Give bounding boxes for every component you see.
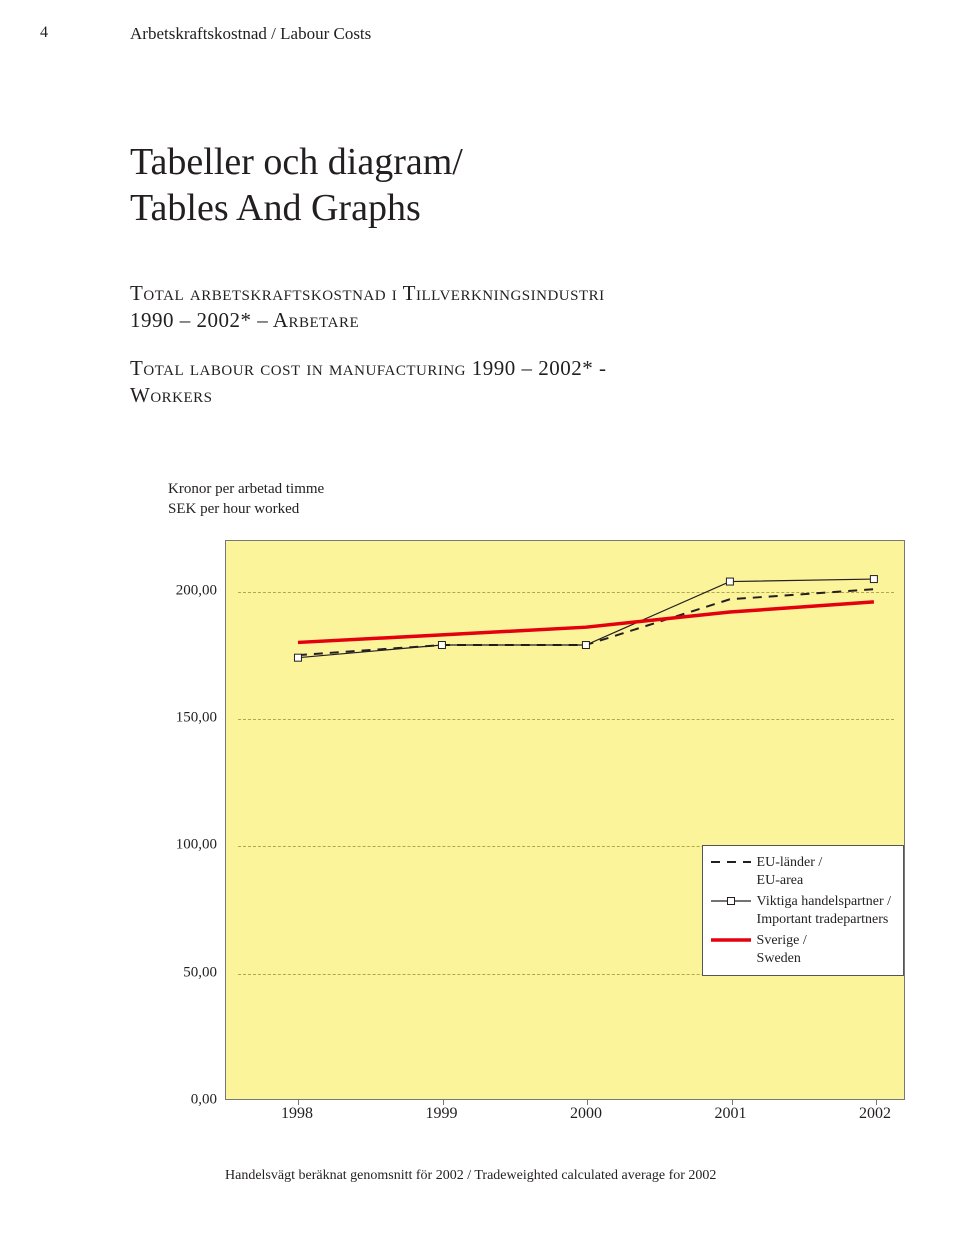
y-tick-label: 200,00 <box>165 582 217 599</box>
legend-row-sweden: Sverige / Sweden <box>711 932 891 967</box>
y-tick-label: 0,00 <box>165 1092 217 1109</box>
chart: EU-länder / EU-area Viktiga handelspartne… <box>165 540 905 1130</box>
marker-trade <box>438 642 445 649</box>
legend-label: Sverige / Sweden <box>757 932 807 967</box>
y-axis-label: Kronor per arbetad timme SEK per hour wo… <box>168 480 324 519</box>
legend-label: Viktiga handelspartner / Important trade… <box>757 893 891 928</box>
subtitle-sv-line1: Total arbetskraftskostnad i Tillverkning… <box>130 281 605 305</box>
marker-trade <box>582 642 589 649</box>
x-tick-label: 1998 <box>281 1105 313 1123</box>
legend-row-eu: EU-länder / EU-area <box>711 854 891 889</box>
x-tick-label: 2002 <box>859 1105 891 1123</box>
subtitle-sv: Total arbetskraftskostnad i Tillverkning… <box>130 280 605 335</box>
main-title-line2: Tables And Graphs <box>130 187 421 229</box>
x-axis-ticks: 1998 1999 2000 2001 2002 <box>225 1105 905 1125</box>
marker-trade <box>294 654 301 661</box>
series-layer <box>226 541 904 1099</box>
main-title-line1: Tabeller och diagram/ <box>130 141 463 183</box>
y-axis-label-line1: Kronor per arbetad timme <box>168 481 324 497</box>
x-tick-label: 1999 <box>426 1105 458 1123</box>
legend-swatch <box>711 854 751 870</box>
plot-area: EU-länder / EU-area Viktiga handelspartne… <box>225 540 905 1100</box>
x-tick-label: 2000 <box>570 1105 602 1123</box>
marker-trade <box>870 576 877 583</box>
subtitle-en-line2: Workers <box>130 383 213 407</box>
main-title: Tabeller och diagram/ Tables And Graphs <box>130 140 463 231</box>
y-tick-label: 100,00 <box>165 837 217 854</box>
series-sweden <box>298 602 874 643</box>
legend: EU-länder / EU-area Viktiga handelspartne… <box>702 845 904 976</box>
marker-trade <box>726 578 733 585</box>
y-axis-label-line2: SEK per hour worked <box>168 501 299 517</box>
page-number: 4 <box>40 24 48 42</box>
subtitle-en: Total labour cost in manufacturing 1990 … <box>130 355 607 410</box>
legend-row-trade: Viktiga handelspartner / Important trade… <box>711 893 891 928</box>
subtitle-en-line1: Total labour cost in manufacturing 1990 … <box>130 356 607 380</box>
legend-swatch <box>711 932 751 948</box>
y-tick-label: 150,00 <box>165 710 217 727</box>
chart-caption: Handelsvägt beräknat genomsnitt för 2002… <box>225 1168 716 1184</box>
x-tick-label: 2001 <box>715 1105 747 1123</box>
header-label: Arbetskraftskostnad / Labour Costs <box>130 24 371 44</box>
y-tick-label: 50,00 <box>165 964 217 981</box>
subtitle-sv-line2: 1990 – 2002* – Arbetare <box>130 308 359 332</box>
legend-swatch <box>711 893 751 909</box>
legend-label: EU-länder / EU-area <box>757 854 823 889</box>
